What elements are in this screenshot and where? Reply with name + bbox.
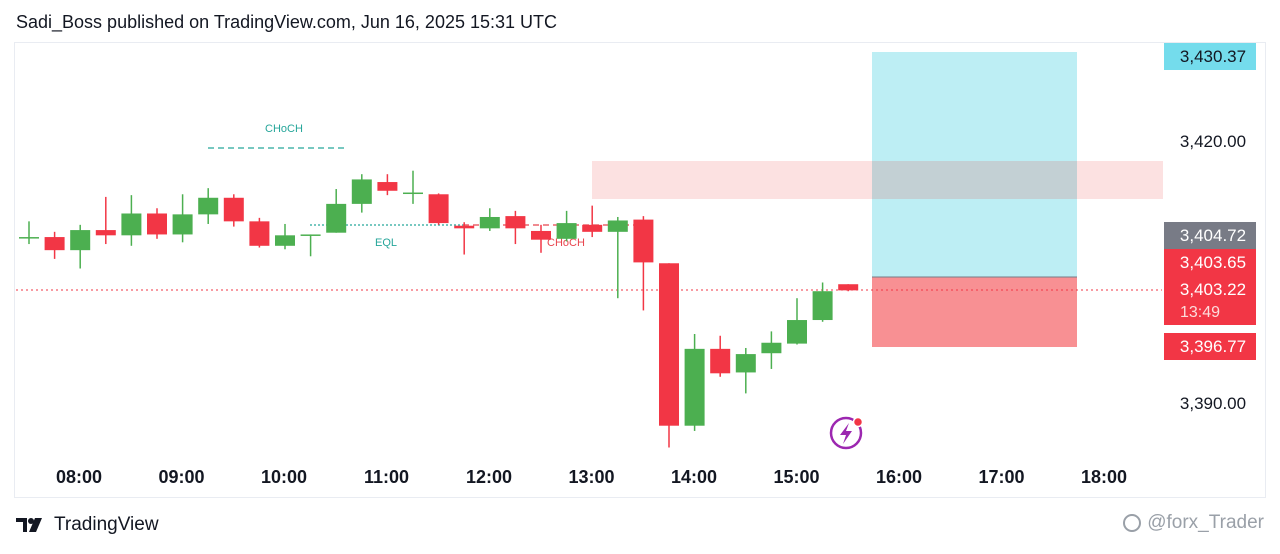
x-axis: 08:00 09:00 10:00 11:00 12:00 13:00 14:00 15:00… — [56, 467, 1127, 487]
tv-logo-icon — [16, 518, 42, 532]
stop-zone — [872, 277, 1077, 347]
entry-price-tag — [1164, 222, 1256, 249]
candle-body — [735, 354, 756, 373]
candle-body — [479, 216, 500, 229]
candle-body — [787, 320, 807, 344]
candle-body — [19, 237, 39, 239]
watermark: @forx_Trader — [1123, 512, 1264, 534]
y-tick-label: 3,390.00 — [1180, 394, 1246, 413]
chart-frame — [14, 42, 1266, 498]
stop-price-label: 3,396.77 — [1180, 337, 1246, 356]
candle-body — [95, 230, 116, 236]
candle-body — [172, 214, 193, 235]
candle-body — [377, 182, 398, 191]
stop-price-tag — [1164, 333, 1256, 360]
candle-body — [531, 230, 551, 240]
x-tick-label: 18:00 — [1081, 467, 1127, 487]
countdown-label: 13:49 — [1180, 304, 1220, 321]
candle-body — [300, 234, 321, 236]
candle-body — [633, 219, 654, 263]
candle-body — [326, 203, 347, 233]
candle-body — [710, 348, 731, 374]
candle-body — [403, 192, 423, 195]
target-price-label: 3,430.37 — [1180, 47, 1246, 66]
candle-body — [223, 197, 244, 222]
target-price-tag — [1164, 43, 1256, 70]
x-tick-label: 13:00 — [568, 467, 614, 487]
lightning-icon[interactable] — [829, 416, 864, 450]
x-tick-label: 12:00 — [466, 467, 512, 487]
watermark-icon — [1123, 514, 1142, 532]
candle-body — [454, 225, 475, 229]
candle-body — [428, 194, 449, 224]
candle-body — [351, 179, 372, 204]
candle-body — [44, 237, 65, 251]
candle-body — [505, 216, 526, 229]
candle-body — [761, 342, 782, 354]
x-tick-label: 17:00 — [978, 467, 1024, 487]
candle-body — [249, 221, 270, 246]
choch-bottom-label: CHoCH — [547, 237, 585, 249]
candle-body — [70, 230, 91, 251]
y-tick-label: 3,420.00 — [1180, 132, 1246, 151]
candle-body — [684, 348, 705, 426]
x-tick-label: 14:00 — [671, 467, 717, 487]
choch-top-label: CHoCH — [265, 123, 303, 135]
x-tick-label: 11:00 — [364, 467, 409, 487]
candle-body — [121, 213, 142, 236]
entry-price-label: 3,404.72 — [1180, 226, 1246, 245]
high-price-label: 3,403.65 — [1180, 253, 1246, 272]
candle-body — [275, 235, 295, 246]
candle-body — [198, 197, 219, 215]
candle-body — [582, 224, 603, 232]
candle-body — [556, 223, 577, 239]
x-tick-label: 09:00 — [158, 467, 204, 487]
publish-header: Sadi_Boss published on TradingView.com, … — [16, 12, 558, 32]
candle-body — [838, 284, 859, 291]
eql-label: EQL — [375, 237, 397, 249]
x-tick-label: 10:00 — [261, 467, 307, 487]
candle-body — [147, 213, 167, 235]
x-tick-label: 16:00 — [876, 467, 922, 487]
tradingview-logo[interactable]: TradingView — [16, 514, 159, 536]
x-tick-label: 08:00 — [56, 467, 102, 487]
last-price-tag — [1164, 249, 1256, 325]
watermark-text: @forx_Trader — [1147, 512, 1264, 533]
candles-group — [19, 170, 859, 448]
x-tick-label: 15:00 — [773, 467, 819, 487]
brand-name: TradingView — [54, 514, 159, 535]
supply-zone-overlap — [872, 161, 1077, 199]
last-price-label: 3,403.22 — [1180, 280, 1246, 299]
candle-body — [812, 291, 833, 321]
candle-body — [607, 220, 628, 232]
candle-body — [659, 263, 679, 426]
